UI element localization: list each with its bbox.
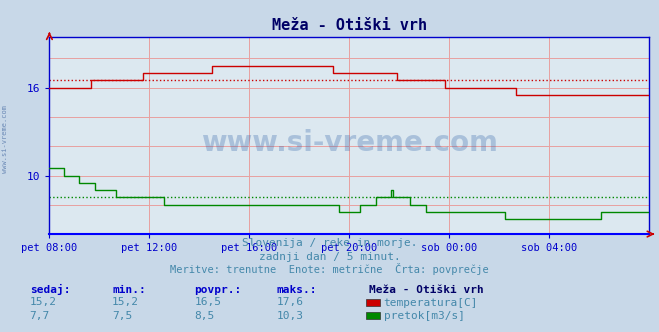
Text: 15,2: 15,2 xyxy=(112,297,139,307)
Text: 10,3: 10,3 xyxy=(277,311,304,321)
Text: min.:: min.: xyxy=(112,285,146,295)
Text: 8,5: 8,5 xyxy=(194,311,215,321)
Text: Meža - Otiški vrh: Meža - Otiški vrh xyxy=(369,285,484,295)
Text: www.si-vreme.com: www.si-vreme.com xyxy=(2,106,9,173)
Text: sedaj:: sedaj: xyxy=(30,284,70,295)
Text: 17,6: 17,6 xyxy=(277,297,304,307)
Text: temperatura[C]: temperatura[C] xyxy=(384,298,478,308)
Title: Meža - Otiški vrh: Meža - Otiški vrh xyxy=(272,18,427,33)
Text: 15,2: 15,2 xyxy=(30,297,57,307)
Text: 16,5: 16,5 xyxy=(194,297,221,307)
Text: Meritve: trenutne  Enote: metrične  Črta: povprečje: Meritve: trenutne Enote: metrične Črta: … xyxy=(170,263,489,275)
Text: povpr.:: povpr.: xyxy=(194,285,242,295)
Text: Slovenija / reke in morje.: Slovenija / reke in morje. xyxy=(242,238,417,248)
Text: 7,7: 7,7 xyxy=(30,311,50,321)
Text: www.si-vreme.com: www.si-vreme.com xyxy=(201,129,498,157)
Text: pretok[m3/s]: pretok[m3/s] xyxy=(384,311,465,321)
Text: 7,5: 7,5 xyxy=(112,311,132,321)
Text: maks.:: maks.: xyxy=(277,285,317,295)
Text: zadnji dan / 5 minut.: zadnji dan / 5 minut. xyxy=(258,252,401,262)
